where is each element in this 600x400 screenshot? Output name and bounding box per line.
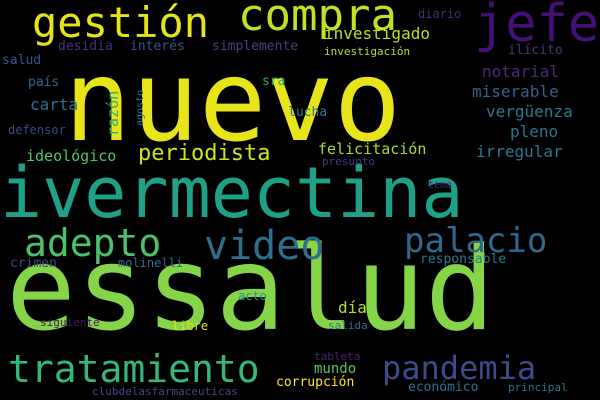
word-verguenza: vergüenza (486, 102, 573, 121)
word-lucha: lucha (288, 105, 328, 120)
word-carta: carta (30, 95, 79, 114)
word-pandemia: pandemia (382, 349, 537, 387)
word-tratamiento: tratamiento (8, 347, 260, 391)
word-investigacion: investigación (324, 45, 411, 58)
word-clubdelasfarmaceuticas: clubdelasfarmaceuticas (92, 385, 238, 398)
word-adepto: adepto (24, 221, 162, 265)
word-palacio: palacio (404, 221, 548, 261)
word-tableta: tableta (314, 350, 361, 363)
word-essalud: essalud (6, 222, 495, 357)
word-tema: tema (428, 180, 453, 191)
word-ivermectina: ivermectina (0, 152, 464, 234)
word-miserable: miserable (472, 82, 559, 101)
word-ilicito: ilícito (508, 43, 563, 58)
word-pais: país (28, 75, 60, 90)
word-molinelli: molinelli (118, 256, 184, 270)
word-salud: salud (2, 53, 42, 68)
word-compra: compra (238, 0, 397, 41)
word-corrupcion: corrupción (276, 375, 355, 390)
word-dia: día (338, 298, 367, 317)
word-investigado: investigado (324, 24, 430, 43)
word-crimen: crimen (10, 256, 57, 271)
word-jefe: jefe (474, 0, 600, 54)
word-video: video (204, 223, 325, 269)
word-siguiente: siguiente (40, 316, 100, 329)
word-nuevo: nuevo (64, 37, 402, 167)
word-sra: sra (262, 74, 286, 89)
word-libre: libre (172, 319, 209, 333)
word-interes: interés (130, 39, 185, 54)
word-acto: acto (238, 289, 267, 303)
word-felicitacion: felicitación (318, 140, 427, 158)
word-notarial: notarial (482, 62, 560, 81)
word-ideologico: ideológico (26, 147, 117, 165)
word-periodista: periodista (138, 141, 271, 166)
word-principal: principal (508, 381, 568, 394)
word-irregular: irregular (476, 142, 563, 161)
word-agosto: agosto (135, 89, 146, 126)
word-pleno: pleno (510, 122, 559, 141)
word-responsable: responsable (420, 252, 507, 267)
word-gestion: gestión (32, 0, 210, 47)
word-mundo: mundo (314, 361, 357, 377)
word-diario: diario (418, 7, 462, 21)
word-simplemente: simplemente (212, 39, 299, 54)
word-salida: salida (328, 319, 368, 332)
word-defensor: defensor (8, 123, 66, 137)
word-desidia: desidia (58, 39, 113, 54)
word-razon: razón (104, 90, 122, 136)
word-presunto: presunto (322, 155, 375, 168)
word-economico: económico (408, 380, 479, 395)
